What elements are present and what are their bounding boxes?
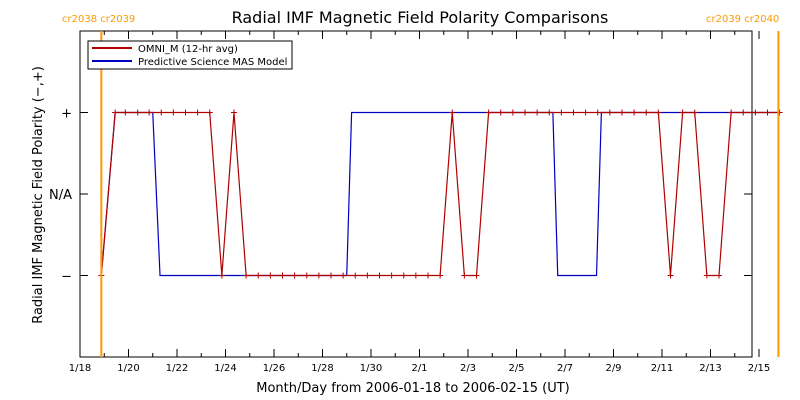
y-tick-label: − (61, 270, 72, 285)
y-axis-label: Radial IMF Magnetic Field Polarity (−,+) (31, 66, 46, 324)
x-tick-label: 2/11 (651, 363, 673, 374)
x-tick-label: 1/26 (263, 363, 285, 374)
x-tick-label: 2/3 (460, 363, 476, 374)
legend-omni-label: OMNI_M (12-hr avg) (138, 44, 238, 55)
x-tick-label: 2/9 (605, 363, 621, 374)
x-tick-label: 2/5 (508, 363, 524, 374)
legend-mas-label: Predictive Science MAS Model (138, 57, 287, 68)
x-tick-label: 2/1 (411, 363, 427, 374)
x-axis-label: Month/Day from 2006-01-18 to 2006-02-15 … (256, 381, 569, 396)
x-tick-label: 1/20 (117, 363, 139, 374)
x-tick-label: 1/22 (166, 363, 188, 374)
x-tick-label: 2/15 (748, 363, 770, 374)
cr-label-right: cr2039 cr2040 (706, 14, 779, 25)
cr-label-left: cr2038 cr2039 (62, 14, 135, 25)
x-tick-label: 1/18 (69, 363, 91, 374)
legend: OMNI_M (12-hr avg) Predictive Science MA… (87, 40, 293, 70)
x-tick-label: 1/30 (360, 363, 382, 374)
chart-title: Radial IMF Magnetic Field Polarity Compa… (232, 8, 609, 27)
x-tick-label: 2/7 (557, 363, 573, 374)
x-tick-label: 1/24 (214, 363, 236, 374)
y-tick-label: N/A (49, 188, 72, 203)
y-tick-label: + (61, 107, 72, 122)
x-tick-label: 2/13 (699, 363, 721, 374)
x-tick-label: 1/28 (311, 363, 333, 374)
